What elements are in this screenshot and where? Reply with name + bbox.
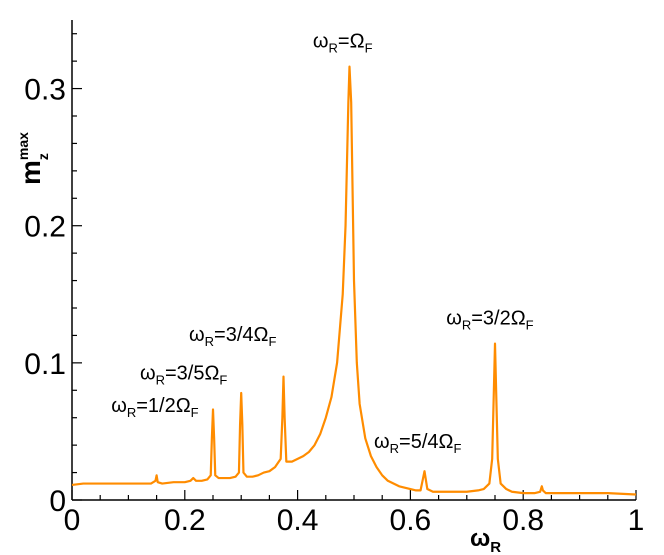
x-tick-label: 0 xyxy=(64,504,81,537)
y-tick-label: 0.2 xyxy=(24,211,66,244)
x-axis-label: ωR xyxy=(470,525,501,555)
y-tick-label: 0.1 xyxy=(24,348,66,381)
annotation-5: ωR=3/2ΩF xyxy=(446,307,533,332)
x-tick-label: 0.8 xyxy=(502,504,544,537)
x-tick-label: 0.2 xyxy=(164,504,206,537)
y-tick-label: 0.3 xyxy=(24,74,66,107)
annotation-4: ωR=5/4ΩF xyxy=(374,431,461,456)
annotations: ωR=ΩF ωR=3/4ΩF ωR=3/5ΩF ωR=1/2ΩF ωR=5/4ΩF ωR=… xyxy=(111,30,533,455)
y-axis-label: mmax z xyxy=(15,132,51,185)
annotation-3: ωR=1/2ΩF xyxy=(111,395,198,420)
x-tick-label: 0.6 xyxy=(390,504,432,537)
series-line-0 xyxy=(71,65,637,496)
x-tick-label: 1 xyxy=(628,504,645,537)
x-tick-label: 0.4 xyxy=(277,504,319,537)
annotation-0: ωR=ΩF xyxy=(313,30,373,55)
axis-labels: ωR mmax z xyxy=(15,132,501,555)
axes: 0 0.1 0.2 0.3 0 0.2 0.4 0.6 0.8 1 xyxy=(24,20,644,537)
y-tick-label: 0 xyxy=(49,485,66,518)
annotation-1: ωR=3/4ΩF xyxy=(189,324,276,349)
series-layer xyxy=(71,65,637,496)
annotation-2: ωR=3/5ΩF xyxy=(140,362,227,387)
